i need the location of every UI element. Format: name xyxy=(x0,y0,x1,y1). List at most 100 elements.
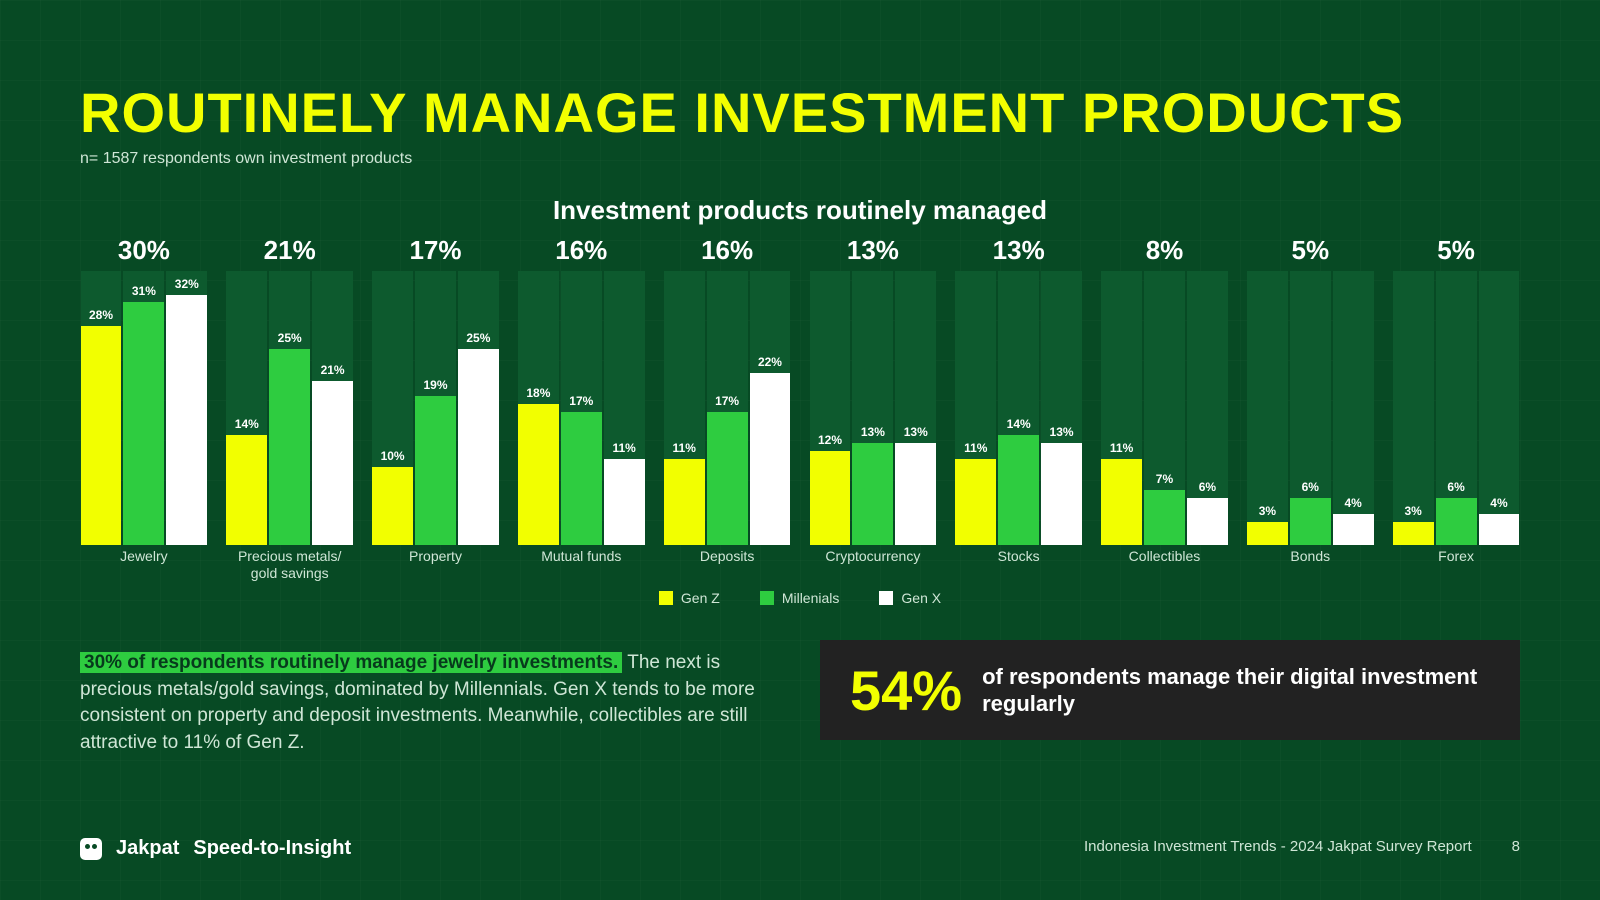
legend-item: Gen X xyxy=(879,590,941,606)
bar: 21% xyxy=(312,381,353,545)
bar-column: 32% xyxy=(166,271,207,545)
bar-value-label: 17% xyxy=(561,394,602,408)
group-header: 17% xyxy=(409,235,461,267)
bar: 13% xyxy=(1041,443,1082,545)
bar: 31% xyxy=(123,302,164,545)
bar-column: 25% xyxy=(458,271,499,545)
bar-value-label: 25% xyxy=(458,331,499,345)
bar-value-label: 13% xyxy=(852,425,893,439)
x-label: Stocks xyxy=(955,548,1083,582)
bar-value-label: 31% xyxy=(123,284,164,298)
bar-value-label: 6% xyxy=(1436,480,1477,494)
x-label: Cryptocurrency xyxy=(809,548,937,582)
chart-legend: Gen ZMillenialsGen X xyxy=(0,590,1600,606)
body-highlight: 30% of respondents routinely manage jewe… xyxy=(80,652,622,673)
bar-column: 25% xyxy=(269,271,310,545)
bar-value-label: 6% xyxy=(1187,480,1228,494)
page-number: 8 xyxy=(1512,838,1520,855)
bar-value-label: 32% xyxy=(166,277,207,291)
bar: 11% xyxy=(604,459,645,545)
x-label: Jewelry xyxy=(80,548,208,582)
legend-label: Gen X xyxy=(901,590,941,606)
bar: 11% xyxy=(1101,459,1142,545)
bar-column: 14% xyxy=(226,271,267,545)
bar-column: 28% xyxy=(81,271,122,545)
bar-column: 11% xyxy=(664,271,705,545)
bar-value-label: 14% xyxy=(998,417,1039,431)
bar-value-label: 3% xyxy=(1393,504,1434,518)
bars-wrap: 11% 14%13% xyxy=(955,271,1083,545)
bar: 6% xyxy=(1436,498,1477,545)
bars-wrap: 18%17%11% xyxy=(517,271,645,545)
legend-item: Millenials xyxy=(760,590,840,606)
bar: 13% xyxy=(852,443,893,545)
bar: 17% xyxy=(561,412,602,545)
brand-tagline: Speed-to-Insight xyxy=(193,837,351,860)
bar: 10% xyxy=(372,467,413,545)
bars-wrap: 10%19%25% xyxy=(372,271,500,545)
bar-value-label: 21% xyxy=(312,363,353,377)
chart-group: 16%18%17%11% xyxy=(517,235,645,545)
chart-group: 13%12%13%13% xyxy=(809,235,937,545)
chart-area: 30%28%31%32%21%14%25%21%17%10%19%25%16%1… xyxy=(80,235,1520,545)
bar: 14% xyxy=(226,435,267,545)
bar-value-label: 10% xyxy=(372,449,413,463)
x-label: Deposits xyxy=(663,548,791,582)
chart-title: Investment products routinely managed xyxy=(0,195,1600,226)
group-header: 13% xyxy=(993,235,1045,267)
bar-column: 4% xyxy=(1479,271,1520,545)
legend-swatch xyxy=(879,591,893,605)
chart-group: 21%14%25%21% xyxy=(226,235,354,545)
bar-column: 17% xyxy=(561,271,602,545)
bar-column: 22% xyxy=(750,271,791,545)
bar-column: 13% xyxy=(1041,271,1082,545)
bar-value-label: 11% xyxy=(1101,441,1142,455)
footer-meta: Indonesia Investment Trends - 2024 Jakpa… xyxy=(1084,838,1520,855)
bar-column: 19% xyxy=(415,271,456,545)
chart-group: 16%11%17%22% xyxy=(663,235,791,545)
bar: 11% xyxy=(955,459,996,545)
chart-group: 5% 3%6%4% xyxy=(1392,235,1520,545)
group-header: 21% xyxy=(264,235,316,267)
bar-value-label: 22% xyxy=(750,355,791,369)
bar-value-label: 12% xyxy=(810,433,851,447)
bars-wrap: 14%25%21% xyxy=(226,271,354,545)
bar-value-label: 14% xyxy=(226,417,267,431)
bars-wrap: 28%31%32% xyxy=(80,271,208,545)
bar: 12% xyxy=(810,451,851,545)
bar: 3% xyxy=(1247,522,1288,545)
x-label: Bonds xyxy=(1246,548,1374,582)
legend-label: Millenials xyxy=(782,590,840,606)
page-title: ROUTINELY MANAGE INVESTMENT PRODUCTS xyxy=(80,80,1404,145)
group-header: 8% xyxy=(1146,235,1184,267)
bar-column: 10% xyxy=(372,271,413,545)
bar: 25% xyxy=(458,349,499,545)
group-header: 5% xyxy=(1291,235,1329,267)
chart-group: 17% 10%19%25% xyxy=(372,235,500,545)
bars-wrap: 3%6%4% xyxy=(1246,271,1374,545)
x-label: Precious metals/gold savings xyxy=(226,548,354,582)
bar-column: 31% xyxy=(123,271,164,545)
bar-column: 6% xyxy=(1290,271,1331,545)
bar-value-label: 6% xyxy=(1290,480,1331,494)
bar-value-label: 3% xyxy=(1247,504,1288,518)
x-label: Mutual funds xyxy=(517,548,645,582)
bar: 32% xyxy=(166,295,207,546)
bars-wrap: 11% 17% 22% xyxy=(663,271,791,545)
bar-value-label: 11% xyxy=(664,441,705,455)
group-header: 13% xyxy=(847,235,899,267)
jakpat-logo-icon xyxy=(80,838,102,860)
group-header: 5% xyxy=(1437,235,1475,267)
x-label: Collectibles xyxy=(1101,548,1229,582)
callout-number: 54% xyxy=(850,658,962,723)
bar-value-label: 13% xyxy=(1041,425,1082,439)
bar-value-label: 17% xyxy=(707,394,748,408)
brand-name: Jakpat xyxy=(116,837,179,860)
footer-brand: Jakpat Speed-to-Insight xyxy=(80,837,351,860)
report-name: Indonesia Investment Trends - 2024 Jakpa… xyxy=(1084,838,1472,855)
bar-column: 6% xyxy=(1436,271,1477,545)
callout-box: 54% of respondents manage their digital … xyxy=(820,640,1520,740)
bar-column: 11% xyxy=(955,271,996,545)
bar: 6% xyxy=(1187,498,1228,545)
chart-group: 8%11%7%6% xyxy=(1101,235,1229,545)
